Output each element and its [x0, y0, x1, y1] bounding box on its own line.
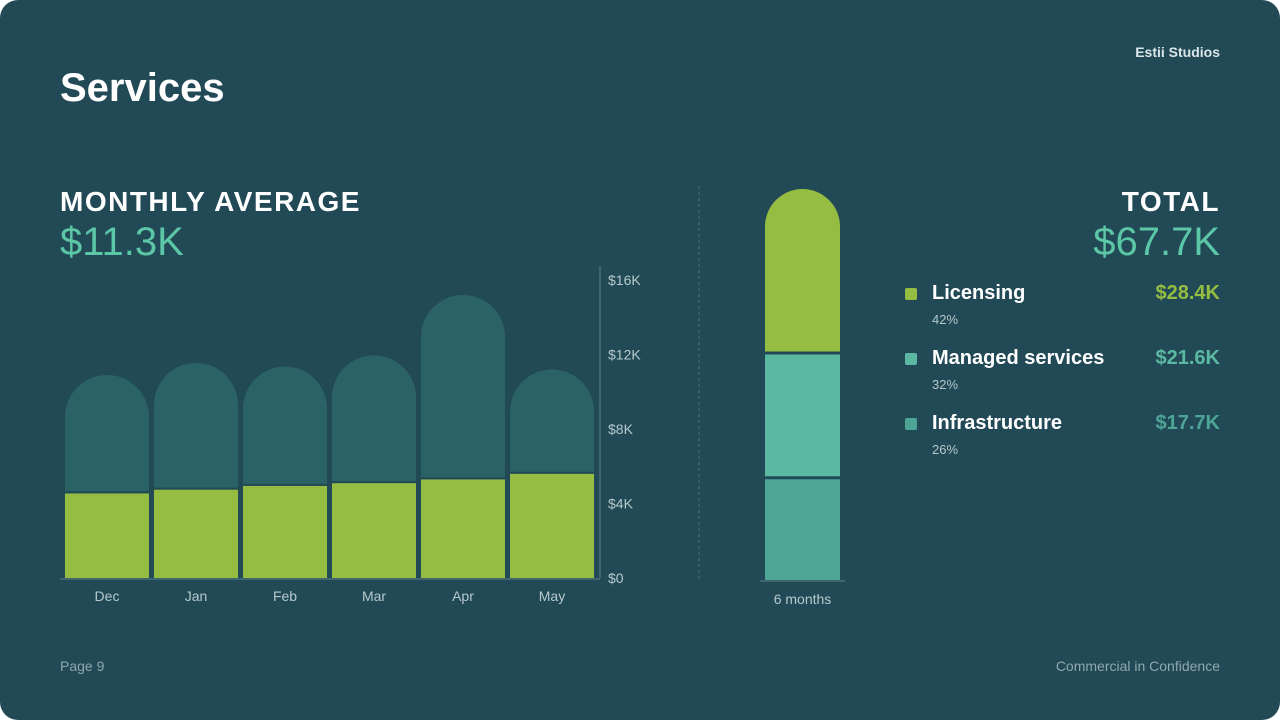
bar-segment	[154, 490, 238, 578]
bar-segment	[510, 474, 594, 578]
page-number: Page 9	[60, 658, 104, 674]
bar-segment	[332, 483, 416, 578]
y-tick-label: $0	[608, 570, 624, 586]
legend-value: $17.7K	[1156, 412, 1221, 435]
legend-percent: 32%	[932, 377, 958, 392]
bar-segment	[65, 493, 149, 578]
legend-value: $21.6K	[1156, 347, 1221, 370]
y-tick-label: $8K	[608, 421, 634, 437]
stacked-segment	[765, 478, 840, 580]
legend-percent: 42%	[932, 312, 958, 327]
y-tick-label: $12K	[608, 347, 641, 363]
x-tick-label: Apr	[452, 588, 474, 604]
legend-label: Infrastructure	[932, 412, 1062, 435]
stacked-x-label: 6 months	[774, 591, 832, 607]
legend-swatch	[905, 418, 917, 430]
legend: Licensing 42% $28.4K Managed services 32% $21…	[905, 282, 1220, 477]
y-tick-label: $16K	[608, 272, 641, 288]
bar-segment	[243, 486, 327, 578]
legend-label: Managed services	[932, 347, 1104, 370]
legend-item: Managed services 32% $21.6K	[905, 347, 1220, 412]
y-tick-label: $4K	[608, 496, 634, 512]
x-tick-label: Dec	[95, 588, 120, 604]
x-tick-label: Feb	[273, 588, 297, 604]
legend-swatch	[905, 288, 917, 300]
legend-percent: 26%	[932, 442, 958, 457]
stacked-segment	[765, 189, 840, 353]
stacked-segment	[765, 353, 840, 478]
bar-segment	[421, 479, 505, 578]
x-tick-label: May	[539, 588, 565, 604]
x-tick-label: Jan	[185, 588, 208, 604]
legend-swatch	[905, 353, 917, 365]
confidentiality-note: Commercial in Confidence	[1056, 658, 1220, 674]
legend-value: $28.4K	[1156, 282, 1221, 305]
legend-item: Infrastructure 26% $17.7K	[905, 412, 1220, 477]
x-tick-label: Mar	[362, 588, 386, 604]
legend-label: Licensing	[932, 282, 1025, 305]
legend-item: Licensing 42% $28.4K	[905, 282, 1220, 347]
